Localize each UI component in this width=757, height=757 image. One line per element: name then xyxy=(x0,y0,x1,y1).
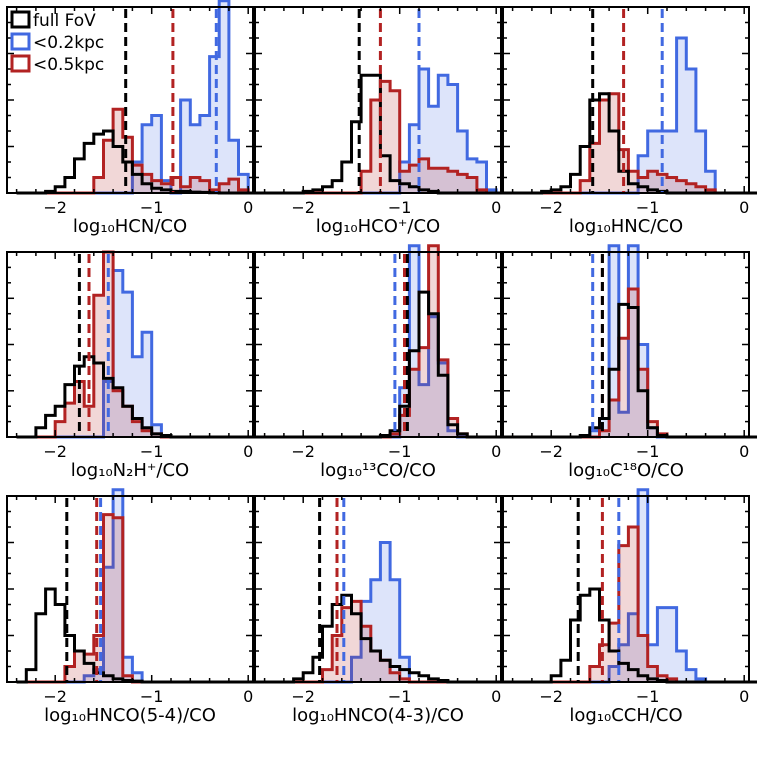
x-axis-label: log₁₀HCN/CO xyxy=(73,216,187,237)
histogram-panel-7: −2 −1 0 log₁₀HNCO(5-4)/CO xyxy=(6,488,268,726)
x-axis-label: log₁₀C¹⁸O/CO xyxy=(568,460,684,481)
histogram-fill-r02 xyxy=(16,270,268,437)
histogram-panel-1: −2 −1 0 log₁₀HCN/CO xyxy=(6,0,268,237)
x-tick-label: −2 xyxy=(43,687,67,706)
histogram-fill-r02 xyxy=(264,245,516,437)
histogram-line-full xyxy=(264,290,516,439)
x-axis-label: log₁₀HCO⁺/CO xyxy=(316,216,440,237)
legend-label-r05: <0.5kpc xyxy=(33,55,104,75)
x-tick-label: −2 xyxy=(291,442,315,461)
legend-swatch-r02 xyxy=(10,32,31,51)
x-tick-label: −1 xyxy=(140,442,164,461)
x-tick-label: −1 xyxy=(388,442,412,461)
x-tick-label: −2 xyxy=(539,442,563,461)
histogram-panel-4: −2 −1 0 log₁₀N₂H⁺/CO xyxy=(6,250,268,481)
histogram-panel-9: −2 −1 0 log₁₀CCH/CO xyxy=(502,488,757,726)
x-axis-label: log₁₀N₂H⁺/CO xyxy=(71,460,189,481)
histogram-fill-r05 xyxy=(16,252,268,437)
histogram-panel-6: −2 −1 0 log₁₀C¹⁸O/CO xyxy=(502,244,757,481)
histogram-fill-r05 xyxy=(512,527,757,682)
histogram-line-r02 xyxy=(16,488,268,684)
x-tick-label: −2 xyxy=(43,442,67,461)
histogram-fill-r05 xyxy=(264,81,516,193)
x-axis-label: log₁₀HNCO(4-3)/CO xyxy=(292,705,464,726)
x-tick-label: 0 xyxy=(243,442,253,461)
histogram-line-r05 xyxy=(264,244,516,439)
x-tick-label: 0 xyxy=(243,687,253,706)
x-tick-label: 0 xyxy=(491,198,501,217)
x-tick-label: 0 xyxy=(739,687,749,706)
x-tick-label: −2 xyxy=(539,198,563,217)
histogram-line-full xyxy=(16,587,268,684)
legend-swatch-r05 xyxy=(10,54,31,73)
histogram-fill-r02 xyxy=(264,69,516,193)
x-tick-label: −2 xyxy=(291,687,315,706)
histogram-line-r02 xyxy=(264,244,516,439)
x-tick-label: −1 xyxy=(636,198,660,217)
x-tick-label: −1 xyxy=(388,198,412,217)
x-tick-label: 0 xyxy=(739,442,749,461)
histogram-panel-3: −2 −1 0 log₁₀HNC/CO xyxy=(502,6,757,237)
histogram-fill-r05 xyxy=(512,289,757,437)
x-tick-label: 0 xyxy=(739,198,749,217)
x-axis-label: log₁₀HNC/CO xyxy=(569,216,683,237)
x-tick-label: 0 xyxy=(243,198,253,217)
x-tick-label: 0 xyxy=(491,687,501,706)
legend-label-full: full FoV xyxy=(33,11,96,31)
histogram-fill-r02 xyxy=(16,0,268,193)
histogram-fill-r02 xyxy=(512,38,757,193)
axes-frame xyxy=(6,495,254,683)
histogram-fill-r02 xyxy=(16,489,268,682)
histogram-panel-8: −2 −1 0 log₁₀HNCO(4-3)/CO xyxy=(254,495,516,726)
x-axis-label: log₁₀¹³CO/CO xyxy=(320,460,436,481)
x-tick-label: −1 xyxy=(140,687,164,706)
x-tick-label: −1 xyxy=(388,687,412,706)
x-tick-label: −1 xyxy=(140,198,164,217)
histogram-panel-5: −2 −1 0 log₁₀¹³CO/CO xyxy=(254,244,516,481)
histogram-fill-r05 xyxy=(264,245,516,437)
x-tick-label: 0 xyxy=(491,442,501,461)
histogram-fill-r02 xyxy=(512,245,757,437)
x-tick-label: −1 xyxy=(636,442,660,461)
x-tick-label: −2 xyxy=(43,198,67,217)
x-tick-label: −2 xyxy=(291,198,315,217)
histogram-fill-r05 xyxy=(512,93,757,193)
legend-swatch-full xyxy=(10,10,31,29)
x-tick-label: −1 xyxy=(636,687,660,706)
x-axis-label: log₁₀CCH/CO xyxy=(569,705,682,726)
x-axis-label: log₁₀HNCO(5-4)/CO xyxy=(44,705,216,726)
histogram-fill-r02 xyxy=(512,489,757,682)
histogram-line-r02 xyxy=(512,36,757,195)
histogram-panel-2: −2 −1 0 log₁₀HCO⁺/CO xyxy=(254,6,516,237)
legend: full FoV<0.2kpc<0.5kpc xyxy=(10,10,104,75)
axes-frame xyxy=(254,251,502,438)
x-tick-label: −2 xyxy=(539,687,563,706)
legend-label-r02: <0.2kpc xyxy=(33,33,104,53)
histogram-fill-r02 xyxy=(264,542,516,682)
